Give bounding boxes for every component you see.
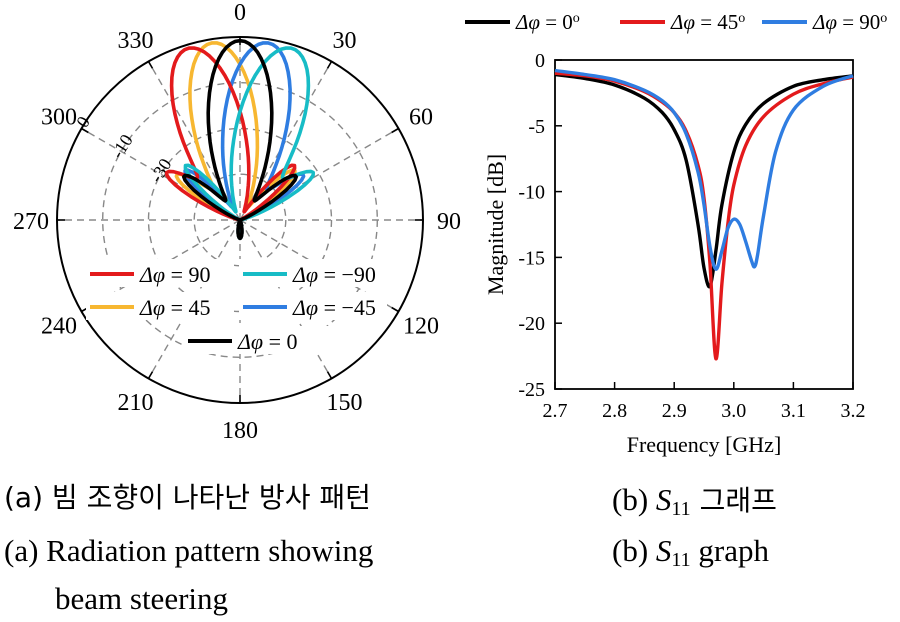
polar-angle-label: 30 [333, 28, 357, 54]
polar-spoke [147, 219, 241, 379]
s11-y-tick-label: -5 [528, 116, 545, 138]
polar-angle-label: 240 [41, 314, 77, 340]
polar-angle-label: 180 [222, 418, 258, 444]
legend-value: = 0 [263, 329, 297, 354]
legend-degree: o [738, 11, 745, 26]
caption-b-en-sub: 11 [671, 549, 691, 571]
s11-y-axis-label: Magnitude [dB] [483, 154, 508, 295]
legend-value: = 90 [837, 10, 880, 34]
polar-chart: 03060901201501802102402703003300-10-30Δφ… [13, 0, 461, 444]
s11-y-tick-label: -10 [518, 182, 545, 204]
caption-b-kr-prefix: (b) [612, 482, 656, 517]
legend-symbol: Δφ [139, 262, 165, 287]
legend-value: = −90 [318, 262, 376, 287]
legend-value: = −45 [318, 295, 376, 320]
legend-degree: o [573, 11, 580, 26]
caption-b-kr-suffix: 그래프 [690, 484, 777, 517]
s11-series-line [554, 72, 854, 289]
polar-legend-label: Δφ = 90 [139, 262, 211, 287]
polar-tick [81, 127, 89, 134]
caption-b-kr-sub: 11 [671, 498, 691, 520]
s11-plot-frame [554, 59, 854, 390]
polar-tick [391, 306, 399, 313]
caption-b-en-s: S [655, 533, 672, 568]
caption-b-korean: (b) S11 그래프 [612, 484, 777, 519]
polar-legend-label: Δφ = 0 [237, 329, 298, 354]
polar-legend-label: Δφ = 45 [139, 295, 211, 320]
s11-y-tick-label: -15 [518, 247, 545, 269]
s11-legend-label: Δφ = 90o [812, 10, 887, 34]
polar-angle-label: 90 [437, 209, 461, 235]
caption-b-en-suffix: graph [690, 533, 770, 568]
caption-b-en-prefix: (b) [612, 533, 656, 568]
polar-tick [326, 371, 333, 379]
caption-b-english: (b) S11 graph [612, 535, 769, 570]
polar-angle-label: 120 [403, 314, 439, 340]
legend-value: = 0 [540, 10, 573, 34]
polar-tick [147, 61, 154, 69]
legend-value: = 45 [695, 10, 738, 34]
polar-angle-label: 300 [41, 105, 77, 131]
caption-a-korean: (a) 빔 조향이 나타난 방사 패턴 [4, 481, 371, 514]
legend-symbol: Δφ [139, 295, 165, 320]
polar-angle-label: 210 [118, 390, 154, 416]
polar-ring [193, 173, 287, 267]
polar-ring [101, 81, 379, 359]
caption-a-english-line2: beam steering [55, 581, 229, 616]
polar-series-line [182, 38, 298, 241]
s11-x-tick-label: 2.9 [662, 400, 687, 422]
polar-legend-label: Δφ = −45 [292, 295, 376, 320]
polar-legend-label: Δφ = −90 [292, 262, 376, 287]
polar-ring [147, 127, 333, 313]
s11-chart: 2.7 2.8 2.9 3.0 3.1 3.2 0 -5 -10 -15 -20 -25 Frequen… [465, 10, 887, 457]
polar-angle-label: 150 [327, 390, 363, 416]
polar-tick [326, 61, 333, 69]
s11-y-tick-label: -20 [518, 313, 545, 335]
s11-series-line [554, 68, 854, 271]
legend-symbol: Δφ [670, 10, 695, 34]
legend-symbol: Δφ [237, 329, 263, 354]
s11-x-tick-label: 3.1 [781, 400, 806, 422]
polar-angle-label: 330 [118, 28, 154, 54]
legend-value: = 90 [165, 262, 210, 287]
legend-degree: o [880, 11, 887, 26]
legend-symbol: Δφ [812, 10, 837, 34]
polar-angle-label: 270 [13, 209, 49, 235]
s11-x-axis-label: Frequency [GHz] [627, 432, 782, 457]
legend-symbol: Δφ [292, 262, 318, 287]
polar-series-line [165, 46, 297, 241]
caption-b-kr-s: S [655, 482, 672, 517]
s11-x-tick-label: 3.2 [841, 400, 866, 422]
s11-x-tick-label: 3.0 [721, 400, 746, 422]
s11-y-tick-label: -25 [518, 379, 545, 401]
s11-y-tick-label: 0 [535, 50, 545, 72]
caption-a-english-line1: (a) Radiation pattern showing [4, 533, 374, 568]
polar-angle-label: 0 [234, 0, 246, 26]
polar-angle-label: 60 [409, 105, 433, 131]
s11-legend-label: Δφ = 0o [515, 10, 580, 34]
s11-legend-label: Δφ = 45o [670, 10, 745, 34]
polar-spoke [81, 219, 241, 313]
s11-x-tick-label: 2.7 [543, 400, 568, 422]
polar-tick [391, 127, 399, 134]
polar-spoke [239, 219, 333, 379]
legend-symbol: Δφ [515, 10, 540, 34]
polar-spoke [239, 219, 399, 313]
polar-series-line [183, 46, 315, 241]
s11-x-tick-label: 2.8 [602, 400, 627, 422]
polar-tick [147, 371, 154, 379]
legend-value: = 45 [165, 295, 210, 320]
legend-symbol: Δφ [292, 295, 318, 320]
